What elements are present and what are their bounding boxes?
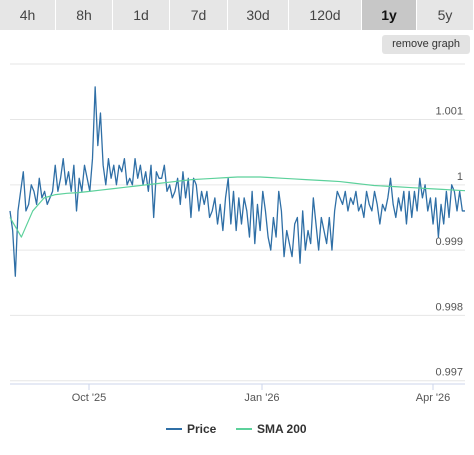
sma-200-series-line [9, 176, 466, 238]
tab-7d[interactable]: 7d [170, 0, 228, 30]
tab-8h[interactable]: 8h [56, 0, 113, 30]
x-tick-label: Apr '26 [416, 392, 451, 404]
y-tick-label: 0.998 [435, 301, 463, 313]
y-tick-label: 1 [457, 171, 463, 183]
x-axis: Oct '25 Jan '26 Apr '26 [10, 383, 465, 404]
legend-sma-200[interactable]: SMA 200 [236, 422, 307, 436]
tab-4h[interactable]: 4h [0, 0, 56, 30]
tab-30d[interactable]: 30d [228, 0, 289, 30]
chart-series [9, 86, 466, 277]
tab-5y[interactable]: 5y [417, 0, 474, 30]
price-chart: Oct '25 Jan '26 Apr '26 0.997 0.998 0.999 1 1.… [9, 63, 466, 436]
range-tabs: 4h 8h 1d 7d 30d 120d 1y 5y [0, 0, 474, 30]
tab-1d[interactable]: 1d [113, 0, 170, 30]
chart-grid [10, 63, 465, 382]
legend-label: Price [187, 422, 217, 436]
remove-graph-button[interactable]: remove graph [382, 35, 470, 54]
y-tick-label: 0.999 [435, 236, 463, 248]
legend-price[interactable]: Price [166, 422, 217, 436]
y-tick-label: 0.997 [435, 367, 463, 379]
legend-label: SMA 200 [257, 422, 307, 436]
price-series-line [9, 86, 465, 277]
x-tick-label: Jan '26 [244, 392, 279, 404]
x-tick-label: Oct '25 [72, 392, 107, 404]
y-axis-labels: 0.997 0.998 0.999 1 1.001 [435, 106, 463, 379]
tab-1y[interactable]: 1y [362, 0, 417, 30]
y-tick-label: 1.001 [435, 106, 463, 118]
chart-legend: Price SMA 200 [166, 422, 307, 436]
tab-120d[interactable]: 120d [289, 0, 362, 30]
